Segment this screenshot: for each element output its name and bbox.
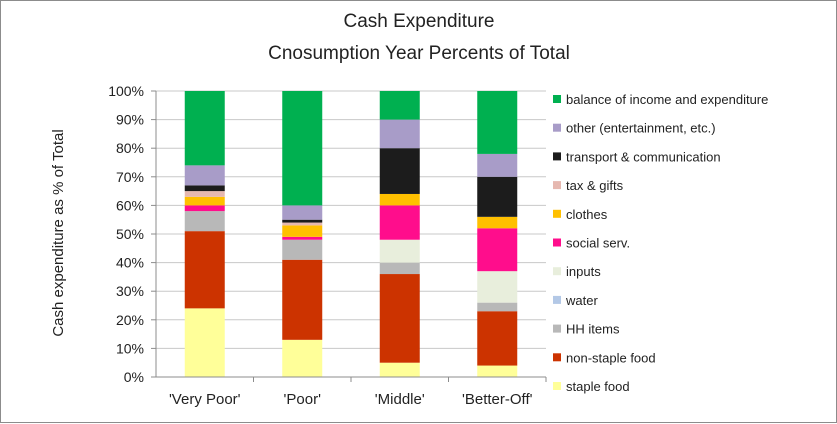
bar-segment [477, 176, 518, 217]
y-tick-label: 70% [116, 169, 144, 185]
y-tick-label: 10% [116, 340, 144, 356]
y-tick-label: 80% [116, 140, 144, 156]
bar-segment [184, 308, 225, 377]
bar-segment [282, 219, 323, 223]
bar-segment [184, 196, 225, 206]
legend-swatch [553, 324, 561, 333]
legend-label: water [565, 293, 598, 308]
bar-segment [379, 205, 420, 240]
legend-label: transport & communication [566, 149, 721, 164]
y-tick-label: 50% [116, 226, 144, 242]
bar-segment [477, 91, 518, 154]
legend-swatch [553, 152, 561, 161]
legend-swatch [553, 181, 561, 190]
chart-title-line-1: Cash Expenditure [343, 11, 494, 32]
legend: balance of income and expenditure other (… [553, 92, 768, 394]
bar-segment [379, 362, 420, 377]
x-tick-label: 'Better-Off' [462, 391, 533, 408]
legend-swatch [553, 267, 561, 276]
x-tick-label: 'Middle' [375, 391, 425, 408]
y-tick-label: 20% [116, 312, 144, 328]
bar-segment [477, 311, 518, 366]
legend-label: inputs [566, 264, 601, 279]
bar-segment [282, 239, 323, 260]
legend-label: tax & gifts [566, 178, 624, 193]
legend-label: HH items [566, 322, 620, 337]
y-tick-label: 100% [108, 83, 144, 99]
legend-swatch [553, 295, 561, 304]
bar-segment [184, 165, 225, 186]
bar-segment [184, 185, 225, 192]
legend-swatch [553, 353, 561, 362]
legend-label: other (entertainment, etc.) [566, 121, 716, 136]
legend-swatch [553, 238, 561, 247]
bar-segment [282, 91, 323, 206]
bar-segment [282, 222, 323, 226]
bar-segment [184, 211, 225, 232]
legend-label: non-staple food [566, 350, 656, 365]
bar-segment [282, 205, 323, 220]
bar-segment [379, 148, 420, 194]
x-tick-label: 'Very Poor' [169, 391, 241, 408]
bar-segment [379, 274, 420, 363]
bar-segment [282, 259, 323, 340]
bar-segment [379, 262, 420, 275]
bar-segment [184, 191, 225, 197]
bar-segment [184, 231, 225, 309]
bar-segment [477, 302, 518, 312]
bar-segment [379, 119, 420, 149]
bar-segment [477, 153, 518, 177]
bar-segment [477, 228, 518, 272]
y-tick-labels: 0% 10% 20% 30% 40% 50% 60% 70% 80% 90% 100% [108, 83, 156, 385]
bar-segment [184, 205, 225, 212]
bar-segment [282, 225, 323, 237]
legend-swatch [553, 95, 561, 103]
bar-segment [477, 216, 518, 229]
bar-segment [477, 365, 518, 377]
legend-label: social serv. [566, 236, 630, 251]
y-tick-label: 0% [124, 369, 144, 385]
y-tick-label: 60% [116, 197, 144, 213]
legend-label: balance of income and expenditure [566, 92, 768, 107]
legend-swatch [553, 382, 561, 390]
bar-segment [379, 239, 420, 263]
legend-label: clothes [566, 207, 608, 222]
bar-segment [379, 193, 420, 206]
x-tick-label: 'Poor' [284, 391, 322, 408]
y-tick-label: 40% [116, 255, 144, 271]
bar-segment [477, 271, 518, 303]
y-tick-label: 90% [116, 112, 144, 128]
bar-segment [282, 339, 323, 377]
stacked-bars [184, 91, 518, 377]
bar-segment [184, 91, 225, 166]
chart-title: Cash Expenditure Cnosumption Year Percen… [268, 11, 570, 64]
y-tick-label: 30% [116, 283, 144, 299]
legend-label: staple food [566, 379, 630, 394]
bar-segment [282, 236, 323, 240]
chart-title-line-2: Cnosumption Year Percents of Total [268, 43, 570, 64]
bar-segment [379, 91, 420, 120]
y-axis-label: Cash expenditure as % of Total [50, 129, 67, 336]
legend-swatch [553, 123, 561, 132]
legend-swatch [553, 209, 561, 218]
x-tick-labels: 'Very Poor' 'Poor' 'Middle' 'Better-Off' [169, 377, 547, 408]
